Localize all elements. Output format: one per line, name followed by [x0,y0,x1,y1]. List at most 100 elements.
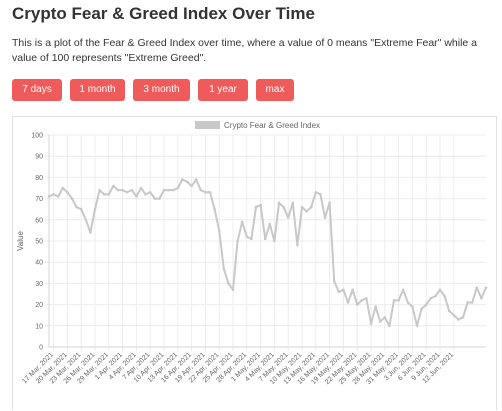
data-point[interactable] [484,286,488,289]
data-point[interactable] [61,186,65,190]
data-point[interactable] [190,184,193,188]
data-point[interactable] [438,288,442,292]
data-point[interactable] [369,322,373,325]
data-point[interactable] [296,243,299,247]
data-point[interactable] [342,288,345,292]
data-point[interactable] [447,309,451,313]
data-point[interactable] [323,216,327,219]
data-point[interactable] [475,286,479,289]
data-point[interactable] [56,195,60,198]
data-point[interactable] [79,207,83,211]
data-point[interactable] [162,188,166,192]
data-point[interactable] [250,237,253,241]
data-point[interactable] [337,290,341,294]
data-point[interactable] [328,201,331,205]
data-point[interactable] [351,288,354,292]
data-point[interactable] [480,296,483,300]
data-point[interactable] [181,178,184,181]
data-point[interactable] [139,186,143,190]
data-point[interactable] [420,307,423,311]
data-point[interactable] [171,188,175,192]
data-point[interactable] [277,201,281,205]
data-point[interactable] [259,203,262,207]
data-point[interactable] [291,201,295,205]
data-point[interactable] [158,197,161,200]
data-point[interactable] [194,178,198,181]
data-point[interactable] [176,186,180,190]
data-point[interactable] [452,313,456,317]
data-point[interactable] [383,316,387,319]
data-point[interactable] [346,301,350,304]
data-point[interactable] [52,193,55,196]
data-point[interactable] [116,188,120,192]
data-point[interactable] [461,316,465,319]
data-point[interactable] [236,239,239,243]
data-point[interactable] [397,299,400,302]
data-point[interactable] [314,190,318,194]
data-point[interactable] [135,195,138,198]
data-point[interactable] [332,279,336,283]
data-point[interactable] [309,205,313,209]
data-point[interactable] [107,193,111,196]
data-point[interactable] [130,188,134,192]
data-point[interactable] [424,303,428,306]
range-max-button[interactable]: max [256,79,294,101]
data-point[interactable] [112,184,115,188]
data-point[interactable] [70,197,74,200]
data-point[interactable] [217,229,221,232]
data-point[interactable] [93,207,97,211]
data-point[interactable] [153,197,157,200]
data-point[interactable] [319,193,322,196]
data-point[interactable] [208,190,212,194]
data-point[interactable] [470,301,474,304]
data-point[interactable] [300,205,304,209]
data-point[interactable] [199,188,203,192]
range-3-month-button[interactable]: 3 month [133,79,190,101]
data-point[interactable] [89,231,92,234]
data-point[interactable] [125,190,129,194]
data-point[interactable] [84,218,88,222]
range-1-year-button[interactable]: 1 year [198,79,248,101]
data-point[interactable] [144,193,147,196]
data-point[interactable] [355,303,359,306]
data-point[interactable] [411,305,414,309]
data-point[interactable] [286,216,290,219]
data-point[interactable] [443,294,446,298]
data-point[interactable] [429,296,433,300]
data-point[interactable] [378,320,382,323]
range-1-month-button[interactable]: 1 month [70,79,125,101]
data-point[interactable] [167,188,170,192]
range-7-days-button[interactable]: 7 days [12,79,62,101]
data-point[interactable] [268,222,272,226]
data-point[interactable] [360,299,364,302]
data-point[interactable] [388,324,391,328]
data-point[interactable] [263,237,267,241]
data-point[interactable] [273,239,276,243]
data-point[interactable] [305,210,308,213]
data-point[interactable] [231,288,235,292]
data-point[interactable] [282,205,285,209]
data-point[interactable] [457,318,460,321]
data-point[interactable] [240,220,244,224]
data-point[interactable] [75,205,78,209]
data-point[interactable] [374,305,377,309]
data-point[interactable] [98,188,101,192]
data-point[interactable] [245,235,249,239]
data-point[interactable] [204,190,207,194]
data-point[interactable] [227,282,230,285]
data-point[interactable] [66,190,69,194]
data-point[interactable] [213,207,216,211]
data-point[interactable] [222,267,226,270]
data-point[interactable] [401,288,405,292]
data-point[interactable] [102,193,106,196]
data-point[interactable] [392,299,396,302]
data-point[interactable] [434,294,437,298]
data-point[interactable] [365,296,368,300]
data-point[interactable] [47,195,51,198]
data-point[interactable] [254,205,258,209]
data-point[interactable] [415,324,419,328]
data-point[interactable] [185,180,189,183]
data-point[interactable] [148,190,152,194]
data-point[interactable] [406,301,410,304]
data-point[interactable] [466,301,469,304]
